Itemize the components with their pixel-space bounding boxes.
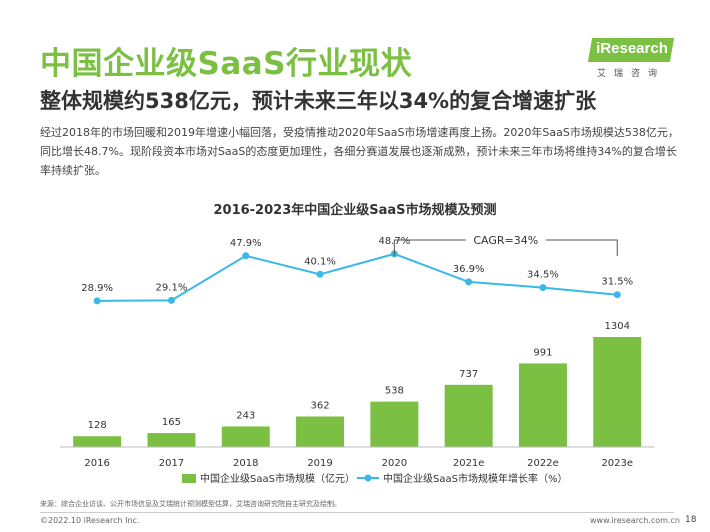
page-title: 中国企业级SaaS行业现状 bbox=[40, 46, 412, 82]
source-note: 来源：综合企业访谈、公开市场信息及艾瑞统计预测模型估算，艾瑞咨询研究院自主研究及… bbox=[40, 500, 341, 508]
cagr-label-bg bbox=[465, 231, 546, 249]
bar-2023e bbox=[593, 337, 642, 447]
growth-point-2017 bbox=[167, 296, 175, 304]
legend-line-marker bbox=[364, 474, 372, 482]
growth-label-2023e: 31.5% bbox=[601, 277, 633, 288]
growth-label-2016: 28.9% bbox=[81, 283, 113, 294]
bar-label-2019: 362 bbox=[311, 400, 330, 411]
growth-point-2018 bbox=[242, 252, 250, 260]
cagr-label: CAGR=34% bbox=[473, 234, 538, 247]
bar-label-2018: 243 bbox=[236, 411, 255, 422]
bar-label-2016: 128 bbox=[88, 420, 107, 431]
footer-divider bbox=[40, 512, 674, 513]
logo-text: iResearch bbox=[596, 40, 668, 57]
growth-label-2019: 40.1% bbox=[304, 256, 336, 267]
x-tick-2019: 2019 bbox=[307, 458, 332, 469]
growth-point-2022e bbox=[539, 284, 547, 292]
page-subtitle: 整体规模约538亿元，预计未来三年以34%的复合增速扩张 bbox=[40, 89, 597, 113]
legend-line-label: 中国企业级SaaS市场规模年增长率（%） bbox=[383, 472, 567, 485]
bar-2019 bbox=[296, 416, 345, 447]
bar-label-2022e: 991 bbox=[533, 347, 552, 358]
bar-2020 bbox=[370, 401, 419, 447]
x-tick-2021e: 2021e bbox=[453, 458, 485, 469]
chart-legend: 中国企业级SaaS市场规模（亿元） 中国企业级SaaS市场规模年增长率（%） bbox=[182, 472, 567, 485]
legend-bar-label: 中国企业级SaaS市场规模（亿元） bbox=[200, 472, 355, 485]
x-tick-2020: 2020 bbox=[382, 458, 407, 469]
cagr-annotation: CAGR=34% bbox=[393, 231, 618, 256]
chart-title: 2016-2023年中国企业级SaaS市场规模及预测 bbox=[213, 203, 497, 218]
growth-label-2021e: 36.9% bbox=[453, 264, 485, 275]
growth-rate-line bbox=[97, 252, 618, 302]
bar-2017 bbox=[147, 433, 196, 447]
bar-label-2017: 165 bbox=[162, 417, 181, 428]
legend-bar-swatch bbox=[182, 474, 196, 483]
growth-point-2016 bbox=[93, 297, 101, 305]
bar-label-2023e: 1304 bbox=[605, 321, 630, 332]
logo-subtext: 艾瑞咨询 bbox=[596, 69, 665, 79]
bar-2018 bbox=[221, 426, 270, 447]
bar-2016 bbox=[73, 436, 122, 447]
growth-point-2019 bbox=[316, 270, 324, 278]
bar-label-2020: 538 bbox=[385, 386, 404, 397]
x-axis: 2016 2017 2018 2019 2020 2021e 2022e 2023e bbox=[60, 446, 655, 469]
x-tick-2022e: 2022e bbox=[527, 458, 559, 469]
website-link[interactable]: www.iresearch.com.cn bbox=[590, 516, 680, 525]
market-size-layer: 128 165 243 362 538 737 991 1304 bbox=[73, 321, 642, 447]
bar-label-2021e: 737 bbox=[459, 369, 478, 380]
growth-point-2021e bbox=[465, 278, 473, 286]
x-tick-2016: 2016 bbox=[84, 458, 109, 469]
x-tick-2023e: 2023e bbox=[601, 458, 633, 469]
bar-2021e bbox=[444, 384, 493, 447]
growth-label-2022e: 34.5% bbox=[527, 270, 559, 281]
growth-rate-layer: 28.9% 29.1%47.9%40.1%48.7%36.9%34.5%31.5% bbox=[81, 236, 633, 305]
iresearch-logo: iResearch 艾瑞咨询 bbox=[587, 38, 675, 80]
page-number: 18 bbox=[685, 515, 697, 525]
description-text: 经过2018年的市场回暖和2019年增速小幅回落，受疫情推动2020年SaaS市… bbox=[40, 126, 679, 177]
x-tick-2017: 2017 bbox=[159, 458, 184, 469]
x-tick-2018: 2018 bbox=[233, 458, 258, 469]
growth-point-2023e bbox=[613, 291, 621, 299]
growth-label-2017: 29.1% bbox=[156, 282, 188, 293]
copyright-text: ©2022.10 iResearch Inc. bbox=[40, 516, 140, 525]
bar-2022e bbox=[518, 363, 567, 447]
growth-label-2018: 47.9% bbox=[230, 238, 262, 249]
